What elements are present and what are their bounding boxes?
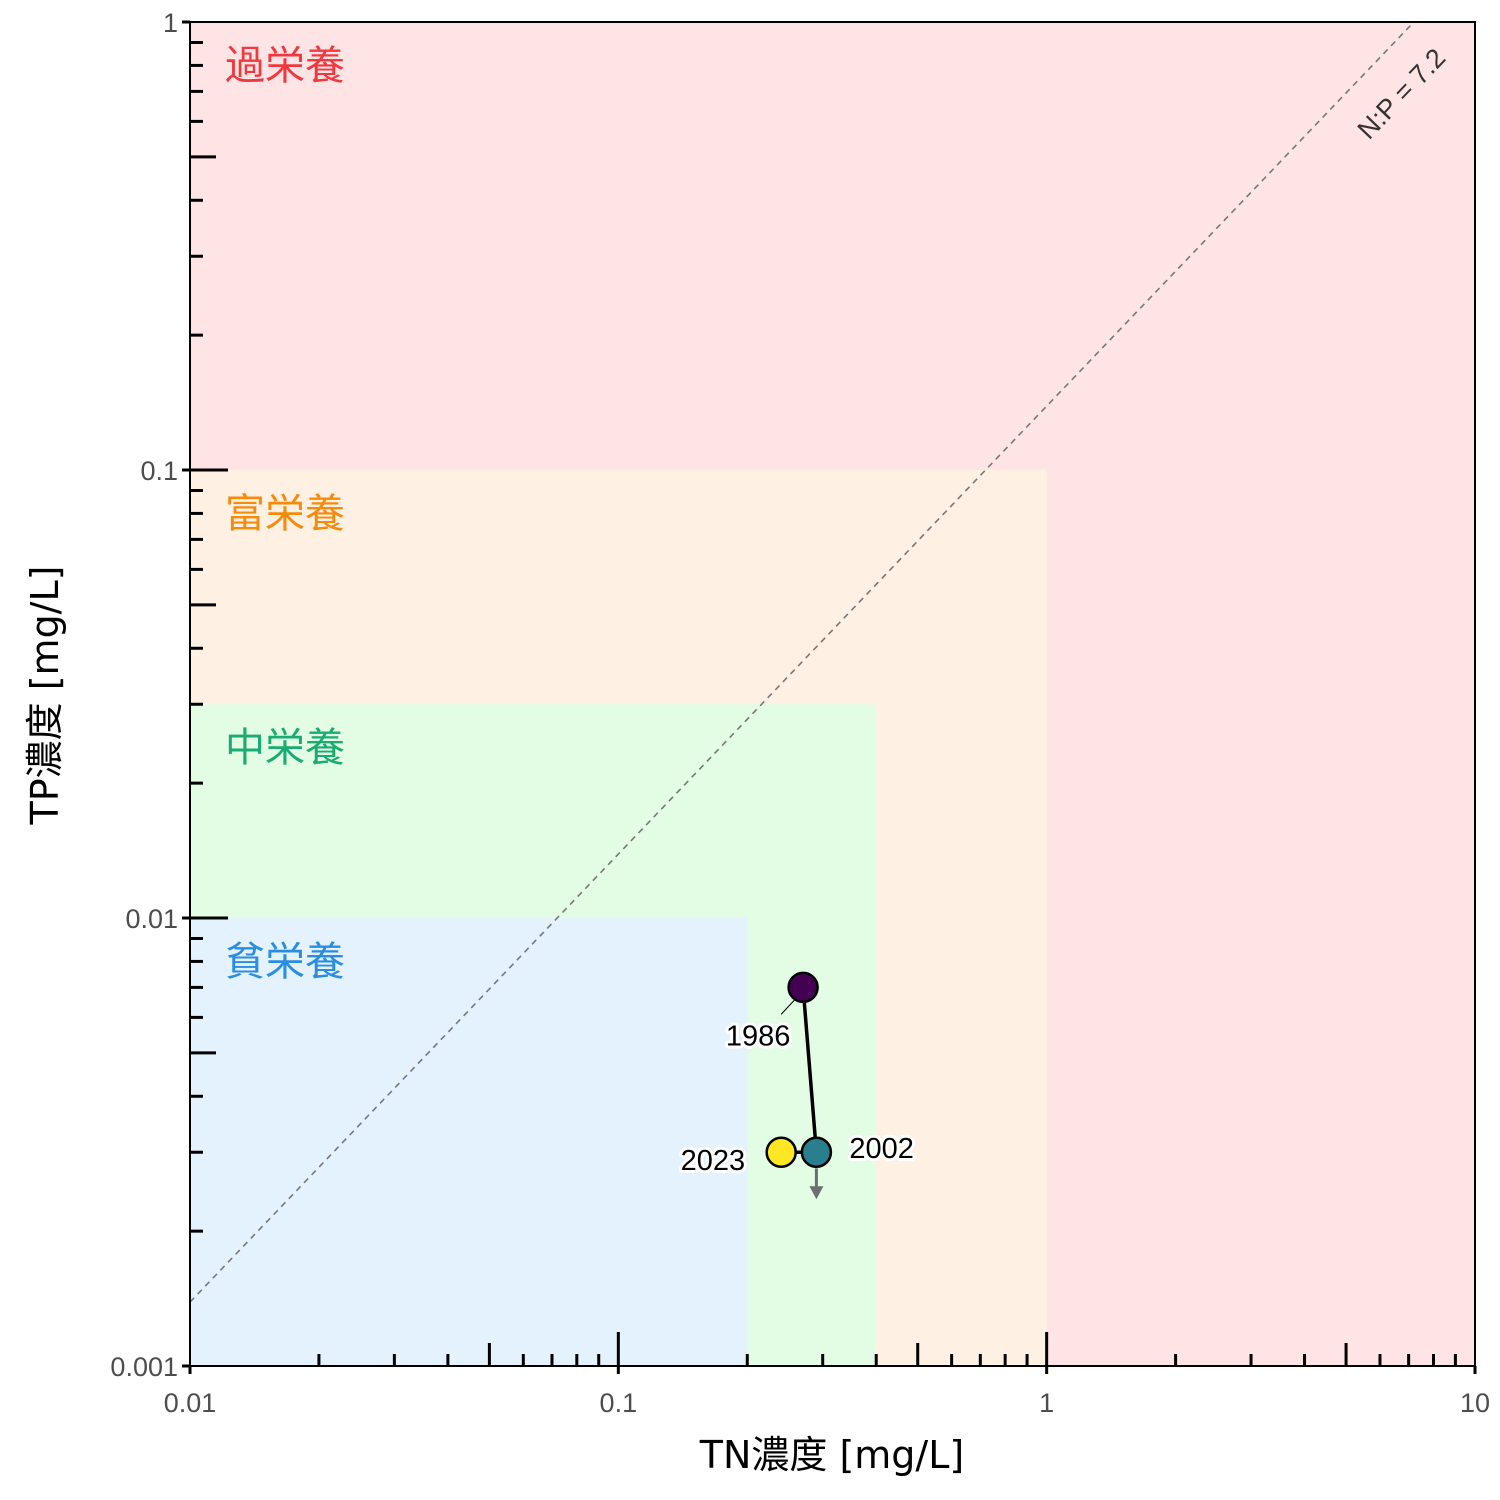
- y-tick-label: 0.1: [140, 456, 178, 486]
- x-tick-label: 0.01: [164, 1388, 217, 1418]
- data-point-1986: [787, 971, 819, 1004]
- label-leader-1986: [780, 999, 796, 1015]
- data-point-label-1986: 1986: [726, 1020, 791, 1052]
- data-point-label-2023: 2023: [681, 1145, 746, 1177]
- data-point-label-2002: 2002: [849, 1133, 914, 1165]
- axis-tick-labels: 0.01 0.1 1 10 0.001 0.01 0.1 1: [110, 8, 1490, 1418]
- plot-frame: [189, 21, 1476, 1367]
- data-points: [765, 971, 833, 1168]
- zone-label-1: 富栄養: [225, 491, 345, 537]
- data-point-2023: [765, 1136, 797, 1168]
- x-tick-label: 0.1: [600, 1388, 638, 1418]
- data-point-2002: [800, 1136, 833, 1168]
- y-tick-label: 1: [163, 8, 178, 38]
- plot-border: [189, 21, 1476, 1367]
- y-tick-label: 0.001: [110, 1352, 178, 1382]
- x-tick-label: 10: [1460, 1388, 1490, 1418]
- zone-label-0: 過栄養: [225, 43, 345, 89]
- np-ratio-line: [189, 21, 1415, 1303]
- y-tick-label: 0.01: [125, 904, 178, 934]
- trophic-zones: [190, 22, 1475, 1366]
- y-axis-title: TP濃度 [mg/L]: [23, 566, 67, 826]
- zone-label-2: 中栄養: [225, 725, 345, 771]
- x-axis-title: TN濃度 [mg/L]: [699, 1433, 964, 1477]
- axis-ticks: [182, 20, 1477, 1374]
- zone-3: [190, 918, 748, 1366]
- data-point-labels: 1986 2002 2023: [678, 999, 917, 1180]
- x-tick-label: 1: [1039, 1388, 1054, 1418]
- below-detection-arrow-head: [809, 1186, 824, 1200]
- zone-label-3: 貧栄養: [225, 939, 345, 985]
